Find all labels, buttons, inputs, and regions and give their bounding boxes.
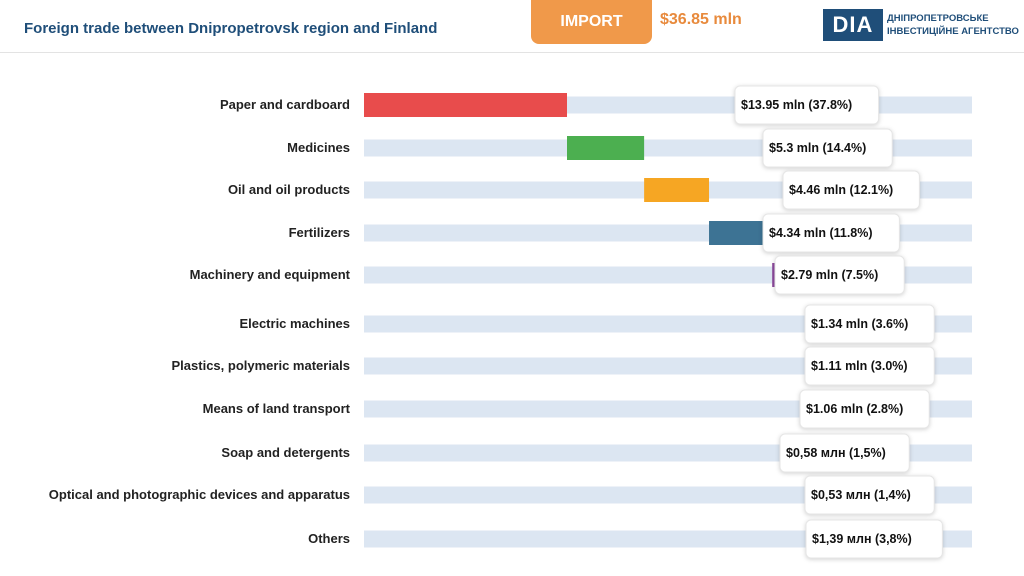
dia-logo: DIA ДНІПРОПЕТРОВСЬКЕ ІНВЕСТИЦІЙНЕ АГЕНТС… — [823, 9, 1019, 41]
logo-mark: DIA — [823, 9, 883, 41]
callout-box — [782, 170, 920, 210]
value-callout: $1.11 mln (3.0%) — [804, 346, 935, 386]
data-label: $1.06 mln (2.8%) — [806, 402, 903, 416]
value-callout: $1.34 mln (3.6%) — [804, 304, 935, 344]
header-divider — [0, 52, 1024, 53]
callout-box — [804, 304, 935, 344]
callout-box — [804, 475, 935, 515]
data-label: $5.3 mln (14.4%) — [769, 141, 866, 155]
category-label: Optical and photographic devices and app… — [49, 487, 350, 502]
logo-line-2: ІНВЕСТИЦІЙНЕ АГЕНТСТВО — [887, 26, 1019, 37]
category-label: Means of land transport — [203, 401, 351, 416]
data-label: $1.11 mln (3.0%) — [811, 359, 908, 373]
callout-box — [774, 255, 905, 295]
data-label: $0,53 млн (1,4%) — [811, 488, 911, 502]
callout-box — [805, 519, 943, 559]
logo-text: ДНІПРОПЕТРОВСЬКЕ ІНВЕСТИЦІЙНЕ АГЕНТСТВО — [887, 12, 1019, 38]
callout-box — [734, 85, 880, 125]
data-label: $13.95 mln (37.8%) — [741, 98, 852, 112]
category-label: Medicines — [287, 140, 350, 155]
bar — [709, 221, 773, 245]
value-callout: $5.3 mln (14.4%) — [762, 128, 893, 168]
category-label: Oil and oil products — [228, 182, 350, 197]
value-callout: $13.95 mln (37.8%) — [734, 85, 880, 125]
category-label: Machinery and equipment — [190, 267, 351, 282]
value-callout: $0,53 млн (1,4%) — [804, 475, 935, 515]
category-label: Fertilizers — [289, 225, 350, 240]
value-callout: $4.46 mln (12.1%) — [782, 170, 920, 210]
bar — [364, 93, 567, 117]
value-callout: $2.79 mln (7.5%) — [774, 255, 905, 295]
data-label: $0,58 млн (1,5%) — [786, 446, 886, 460]
value-callout: $1.06 mln (2.8%) — [799, 389, 930, 429]
category-label: Paper and cardboard — [220, 97, 350, 112]
logo-line-1: ДНІПРОПЕТРОВСЬКЕ — [887, 13, 989, 24]
callout-box — [762, 128, 893, 168]
bar — [567, 136, 645, 160]
value-callout: $0,58 млн (1,5%) — [779, 433, 910, 473]
data-label: $4.46 mln (12.1%) — [789, 183, 893, 197]
category-label: Plastics, polymeric materials — [172, 358, 350, 373]
value-callout: $4.34 mln (11.8%) — [762, 213, 900, 253]
value-callout: $1,39 млн (3,8%) — [805, 519, 943, 559]
data-label: $2.79 mln (7.5%) — [781, 268, 878, 282]
page-title: Foreign trade between Dnipropetrovsk reg… — [24, 20, 438, 37]
callout-box — [779, 433, 910, 473]
import-total: $36.85 mln — [660, 11, 742, 28]
data-label: $1,39 млн (3,8%) — [812, 532, 912, 546]
callout-box — [804, 346, 935, 386]
data-label: $1.34 mln (3.6%) — [811, 317, 908, 331]
callout-box — [762, 213, 900, 253]
category-label: Electric machines — [239, 316, 350, 331]
bar — [644, 178, 710, 202]
import-tab[interactable]: IMPORT — [531, 0, 652, 44]
category-label: Others — [308, 531, 350, 546]
category-label: Soap and detergents — [221, 445, 350, 460]
data-label: $4.34 mln (11.8%) — [769, 226, 873, 240]
callout-box — [799, 389, 930, 429]
